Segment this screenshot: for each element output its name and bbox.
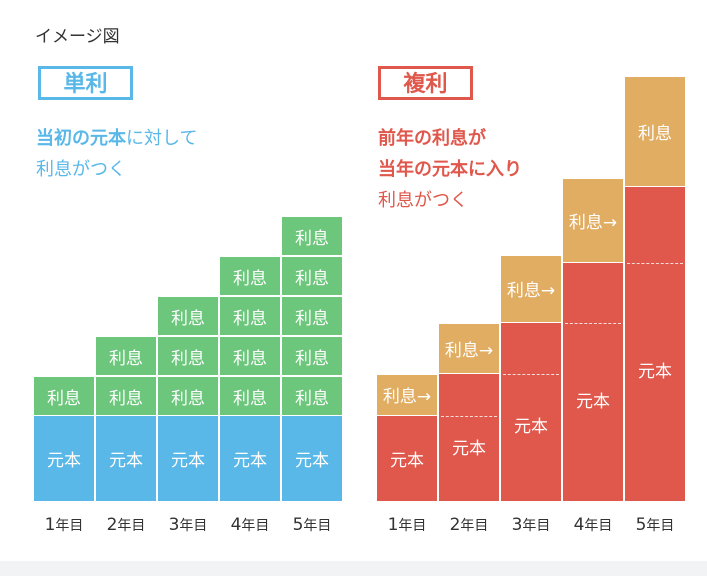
- simple-principal-bar: 元本: [220, 416, 280, 501]
- simple-desc-line2: 利息がつく: [36, 159, 126, 180]
- compound-desc-line2: 当年の元本に入り: [378, 159, 522, 180]
- simple-year-label: 1年目: [44, 515, 84, 535]
- compound-interest-block: 利息→: [563, 179, 623, 262]
- bottom-band: [0, 561, 707, 576]
- compound-principal-bar: 元本: [625, 186, 685, 501]
- simple-desc-line1: 当初の元本に対して: [36, 123, 197, 154]
- simple-interest-block: 利息: [220, 377, 280, 415]
- simple-principal-bar: 元本: [96, 416, 156, 501]
- compound-year-label: 5年目: [635, 515, 675, 535]
- simple-interest-block: 利息: [282, 377, 342, 415]
- simple-principal-bar: 元本: [282, 416, 342, 501]
- simple-desc-rest: に対して: [126, 128, 198, 149]
- compound-interest-label: 利息→: [444, 340, 494, 361]
- simple-interest-block: 利息: [282, 257, 342, 295]
- compound-interest-tag: 複利: [378, 66, 473, 100]
- compound-interest-label: 利息→: [506, 281, 556, 301]
- compound-interest-block: 利息→: [439, 323, 499, 373]
- compound-principal-label: 元本: [514, 417, 548, 438]
- simple-interest-block: 利息: [220, 297, 280, 335]
- compound-principal-bar: 元本: [501, 322, 561, 501]
- simple-interest-block: 利息: [282, 337, 342, 375]
- compound-principal-label: 元本: [452, 438, 486, 459]
- simple-interest-block: 利息: [220, 337, 280, 375]
- compound-principal-label: 元本: [576, 391, 610, 412]
- compound-principal-bar: 元本: [439, 373, 499, 501]
- compound-interest-label: 利息→: [382, 387, 432, 408]
- compound-interest-label: 利息→: [568, 213, 618, 233]
- carryover-divider: [441, 416, 497, 417]
- simple-year-label: 2年目: [106, 515, 146, 535]
- compound-interest-block: 利息→: [501, 255, 561, 322]
- simple-interest-block: 利息: [158, 297, 218, 335]
- simple-interest-tag: 単利: [38, 66, 133, 100]
- simple-interest-description: 当初の元本に対して 利息がつく: [36, 123, 197, 185]
- compound-principal-bar: 元本: [377, 416, 437, 501]
- simple-interest-block: 利息: [282, 297, 342, 335]
- simple-interest-block: 利息: [96, 377, 156, 415]
- compound-interest-block: 利息→: [377, 374, 437, 415]
- compound-year-label: 1年目: [387, 515, 427, 535]
- simple-interest-block: 利息: [158, 377, 218, 415]
- carryover-divider: [565, 322, 621, 324]
- simple-interest-block: 利息: [96, 337, 156, 375]
- carryover-divider: [627, 263, 683, 264]
- compound-interest-label: 利息: [638, 123, 672, 144]
- simple-principal-bar: 元本: [158, 416, 218, 501]
- compound-interest-description: 前年の利息が 当年の元本に入り 利息がつく: [378, 123, 522, 216]
- compound-interest-block: 利息: [625, 77, 685, 186]
- compound-year-label: 3年目: [511, 515, 551, 535]
- compound-desc-line1: 前年の利息が: [378, 128, 486, 149]
- simple-year-label: 3年目: [168, 515, 208, 535]
- compound-principal-label: 元本: [390, 451, 424, 471]
- compound-year-label: 4年目: [573, 515, 613, 535]
- simple-interest-block: 利息: [282, 217, 342, 255]
- compound-principal-bar: 元本: [563, 263, 623, 501]
- simple-interest-block: 利息: [220, 257, 280, 295]
- compound-year-label: 2年目: [449, 515, 489, 535]
- simple-principal-bar: 元本: [34, 416, 94, 501]
- carryover-divider: [503, 373, 559, 375]
- compound-principal-label: 元本: [638, 362, 672, 382]
- simple-interest-block: 利息: [158, 337, 218, 375]
- caption: イメージ図: [35, 27, 120, 47]
- simple-desc-bold: 当初の元本: [36, 128, 126, 149]
- simple-year-label: 5年目: [292, 515, 332, 535]
- simple-year-label: 4年目: [230, 515, 270, 535]
- compound-desc-line3: 利息がつく: [378, 190, 468, 211]
- simple-interest-block: 利息: [34, 377, 94, 415]
